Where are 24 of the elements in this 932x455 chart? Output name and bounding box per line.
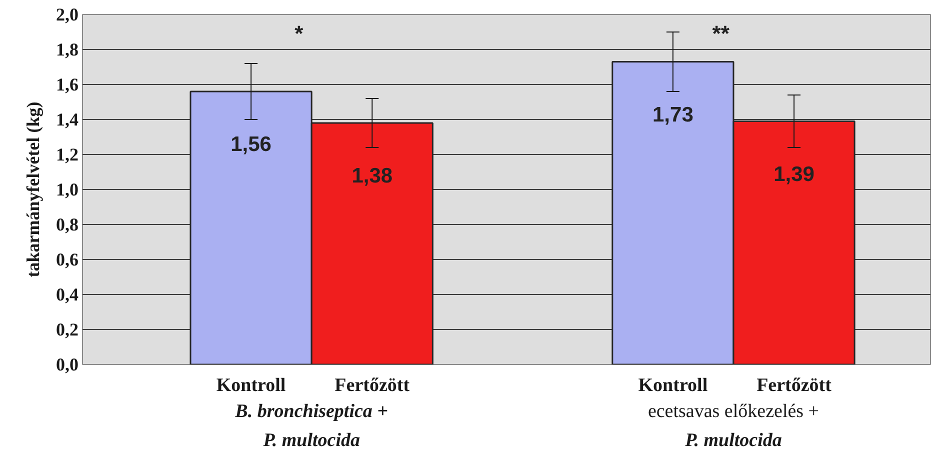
y-tick-label: 1,8 [56, 40, 78, 60]
y-tick-label: 0,8 [56, 214, 78, 234]
annotation: ** [712, 21, 730, 46]
y-axis-title: takarmányfelvétel (kg) [23, 102, 43, 278]
data-label: 1,39 [774, 162, 814, 186]
y-tick-label: 1,0 [56, 180, 78, 200]
y-tick-label: 1,6 [56, 74, 78, 94]
data-label: 1,38 [352, 164, 393, 188]
x-tick-label: B. bronchiseptica + P. multocida [234, 401, 388, 451]
y-tick-label: 0,6 [56, 250, 78, 270]
y-tick-label: 0,4 [56, 284, 78, 304]
text: Kontroll [638, 375, 708, 396]
annotation: * [294, 21, 304, 46]
y-tick-label: 1,4 [56, 110, 78, 130]
x-tick-label: ecetsavas előkezelés + P. multocida [648, 401, 820, 451]
data-label: 1,56 [230, 133, 272, 156]
series-label: Fertőzött [334, 375, 410, 396]
y-tick-label: 0,0 [56, 354, 78, 374]
y-tick-label: 2,0 [56, 4, 78, 24]
data-label: 1,73 [652, 103, 694, 126]
y-tick-label: 1,2 [56, 144, 78, 164]
series-label: Kontroll [216, 375, 286, 396]
y-tick-label: 0,2 [56, 320, 78, 340]
text: Fertőzött [756, 375, 832, 396]
